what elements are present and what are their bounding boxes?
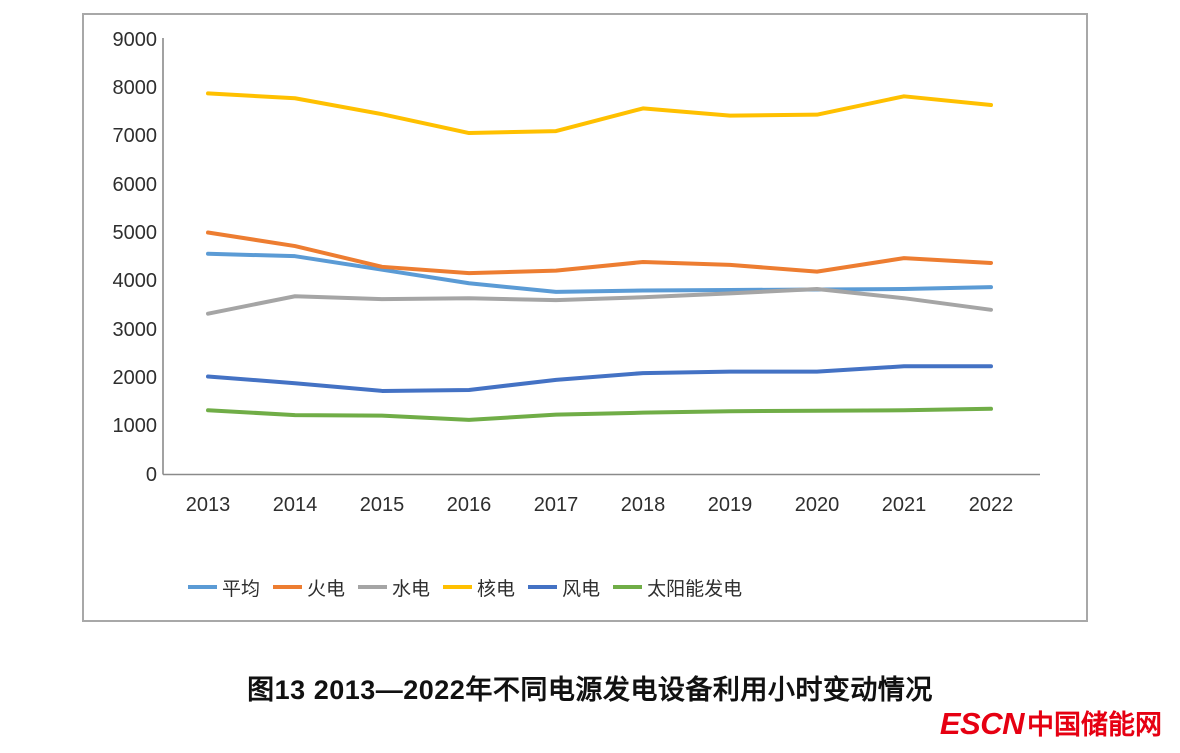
legend-swatch-火电 bbox=[273, 585, 303, 589]
series-line-火电 bbox=[206, 230, 993, 276]
x-axis-tick-label: 2018 bbox=[620, 494, 666, 516]
legend-swatch-水电 bbox=[358, 585, 388, 589]
x-axis-tick-label: 2013 bbox=[185, 494, 231, 516]
y-axis-tick-label: 0 bbox=[145, 463, 157, 486]
escn-logo: ESCN 中国储能网 bbox=[940, 703, 1162, 742]
x-axis-tick-label: 2016 bbox=[446, 494, 492, 516]
legend-label: 火电 bbox=[307, 578, 346, 600]
y-axis-tick-label: 3000 bbox=[112, 318, 158, 341]
x-axis-tick-label: 2014 bbox=[272, 494, 318, 516]
series-line-水电 bbox=[206, 287, 993, 316]
legend-item-水电: 水电 bbox=[358, 574, 430, 601]
series-line-风电 bbox=[206, 364, 993, 393]
y-axis-tick-label: 9000 bbox=[112, 28, 158, 51]
x-axis-tick-label: 2021 bbox=[881, 494, 927, 516]
legend-item-太阳能发电: 太阳能发电 bbox=[613, 574, 742, 601]
escn-logo-name: 中国储能网 bbox=[1027, 710, 1162, 740]
x-axis-tick-label: 2022 bbox=[968, 494, 1014, 516]
legend-item-核电: 核电 bbox=[443, 574, 515, 601]
escn-logo-abbr: ESCN bbox=[939, 706, 1025, 741]
y-axis-tick-label: 8000 bbox=[112, 77, 158, 100]
x-axis-tick-label: 2020 bbox=[794, 494, 840, 516]
y-axis-tick-label: 4000 bbox=[112, 270, 158, 293]
legend-label: 平均 bbox=[222, 578, 261, 600]
x-axis-tick-label: 2015 bbox=[359, 494, 405, 516]
series-line-太阳能发电 bbox=[206, 406, 993, 422]
x-axis-tick-label: 2019 bbox=[707, 494, 753, 516]
legend-item-风电: 风电 bbox=[528, 574, 600, 601]
legend-label: 水电 bbox=[392, 578, 431, 600]
y-axis-tick-label: 5000 bbox=[112, 222, 158, 244]
legend-item-平均: 平均 bbox=[188, 574, 260, 601]
y-axis-tick-label: 7000 bbox=[112, 125, 158, 148]
chart-legend: 平均 火电 水电 核电 风电 太阳能发电 bbox=[188, 574, 742, 601]
line-plot bbox=[162, 38, 1040, 476]
legend-label: 风电 bbox=[562, 578, 601, 600]
series-line-核电 bbox=[206, 91, 993, 136]
legend-swatch-风电 bbox=[528, 585, 558, 589]
legend-swatch-平均 bbox=[188, 585, 217, 589]
legend-swatch-核电 bbox=[443, 585, 473, 589]
chart-panel: 0 1000 2000 3000 4000 5000 6000 7000 8000 9000 20… bbox=[82, 13, 1088, 622]
legend-item-火电: 火电 bbox=[273, 574, 345, 601]
series-line-平均 bbox=[206, 251, 993, 294]
y-axis-tick-label: 2000 bbox=[112, 366, 158, 389]
figure-caption: 图13 2013—2022年不同电源发电设备利用小时变动情况 bbox=[247, 675, 933, 705]
y-axis-tick-label: 6000 bbox=[112, 173, 158, 196]
x-axis-tick-label: 2017 bbox=[533, 494, 579, 516]
legend-label: 太阳能发电 bbox=[647, 578, 743, 600]
legend-swatch-太阳能发电 bbox=[613, 585, 643, 589]
y-axis-tick-label: 1000 bbox=[112, 415, 158, 438]
legend-label: 核电 bbox=[477, 578, 516, 600]
